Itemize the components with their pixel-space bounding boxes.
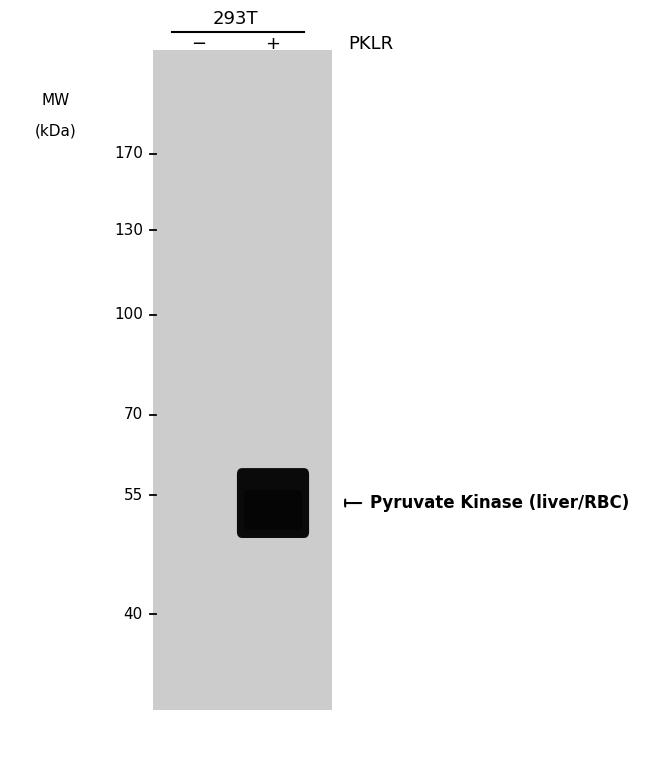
Text: MW: MW (41, 92, 70, 108)
Bar (153, 50, 332, 710)
Text: 293T: 293T (213, 10, 259, 28)
Text: −: − (190, 35, 206, 53)
FancyBboxPatch shape (237, 468, 309, 538)
FancyBboxPatch shape (244, 490, 302, 530)
Text: 100: 100 (114, 307, 143, 323)
Text: PKLR: PKLR (348, 35, 393, 53)
Text: 70: 70 (124, 407, 143, 422)
Text: 130: 130 (114, 223, 143, 238)
Text: Pyruvate Kinase (liver/RBC): Pyruvate Kinase (liver/RBC) (370, 494, 630, 512)
Text: (kDa): (kDa) (34, 123, 76, 138)
Text: +: + (265, 35, 281, 53)
Text: 40: 40 (124, 607, 143, 622)
Text: 170: 170 (114, 146, 143, 161)
Text: 55: 55 (124, 488, 143, 503)
